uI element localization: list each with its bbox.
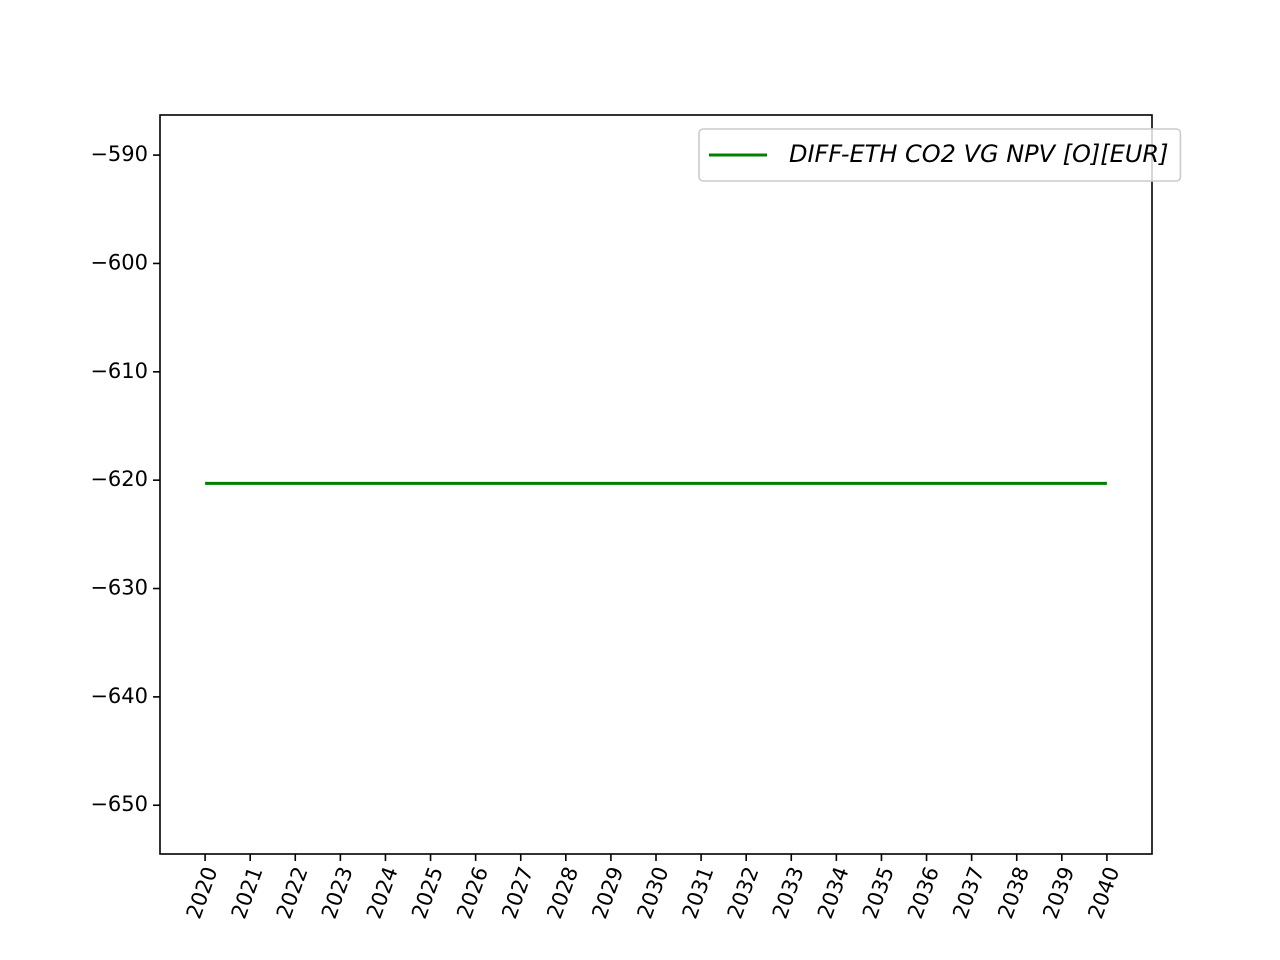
y-tick-label: −640 (90, 684, 148, 708)
legend-entry-label: DIFF-ETH CO2 VG NPV [O][EUR] (789, 140, 1168, 168)
y-tick-label: −620 (90, 467, 148, 491)
y-tick-label: −650 (90, 792, 148, 816)
y-tick-label: −600 (90, 250, 148, 274)
y-tick-label: −610 (90, 359, 148, 383)
y-axis: −650 −640 −630 −620 −610 −600 −590 (90, 142, 160, 816)
legend-box (698, 128, 1182, 182)
y-tick-label: −590 (90, 142, 148, 166)
y-tick-label: −630 (90, 576, 148, 600)
legend: DIFF-ETH CO2 VG NPV [O][EUR] (698, 128, 1182, 182)
